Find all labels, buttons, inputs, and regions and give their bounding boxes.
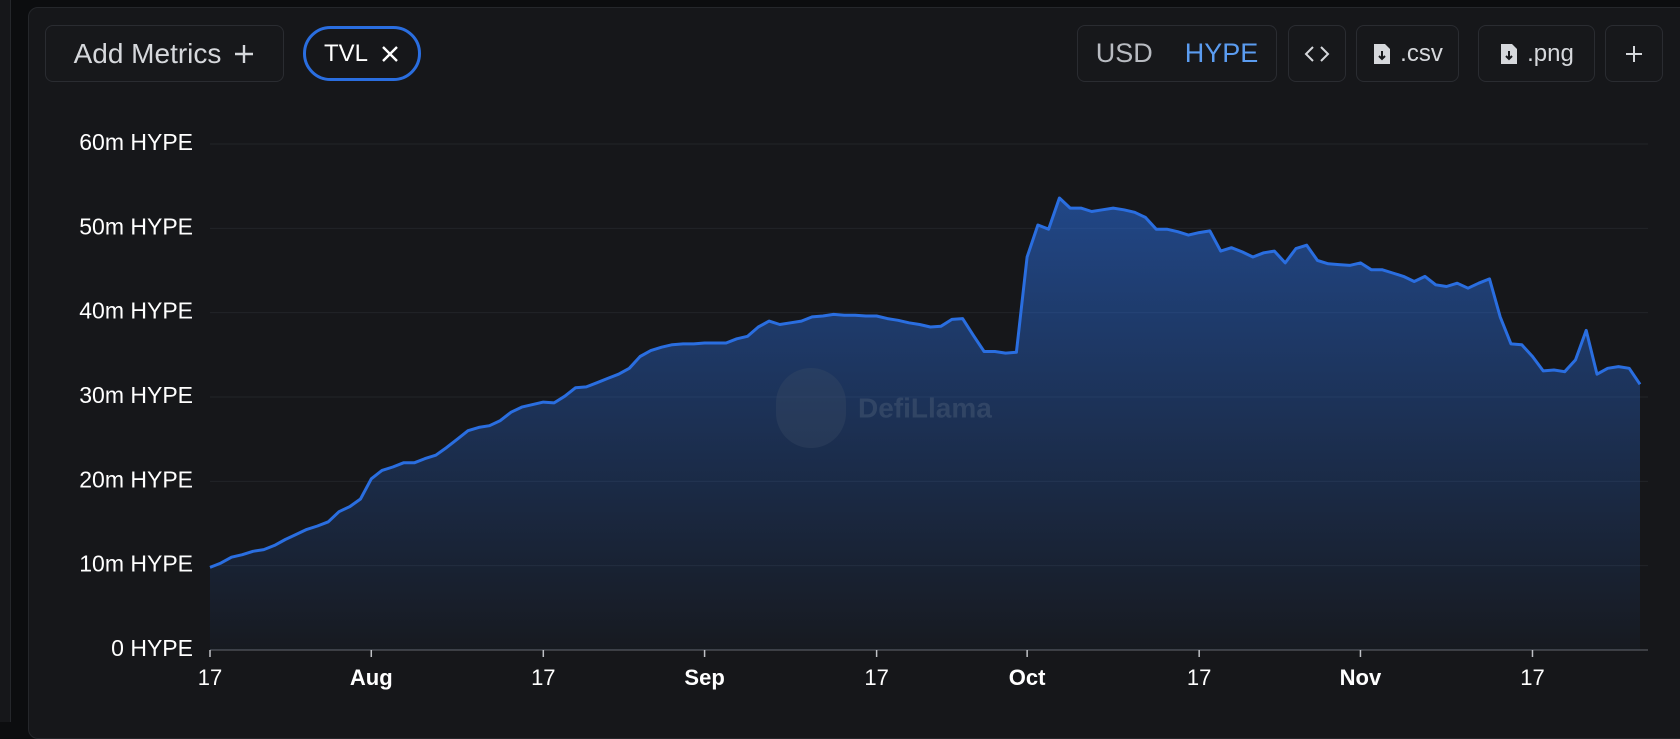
currency-option[interactable]: HYPE	[1184, 38, 1259, 68]
png-label: .png	[1527, 39, 1574, 67]
currency-option[interactable]: USD	[1095, 38, 1153, 68]
more-button[interactable]	[1605, 25, 1663, 82]
sidebar-edge	[0, 0, 11, 722]
csv-label: .csv	[1400, 39, 1443, 67]
plus-icon	[1626, 45, 1642, 62]
code-icon	[1304, 45, 1330, 62]
add-metrics-button[interactable]: Add Metrics	[45, 25, 284, 82]
chart-panel	[28, 7, 1680, 739]
metric-chip[interactable]: TVL	[303, 26, 421, 81]
embed-button[interactable]	[1288, 25, 1346, 82]
csv-button[interactable]: .csv	[1356, 25, 1459, 82]
currency-toggle: USD HYPE	[1077, 25, 1277, 82]
close-icon	[382, 45, 398, 62]
png-button[interactable]: .png	[1478, 25, 1595, 82]
metric-label: TVL	[323, 39, 368, 67]
file-icon	[1501, 43, 1518, 64]
plus-icon	[235, 44, 254, 63]
file-icon	[1374, 43, 1391, 64]
add-metrics-label: Add Metrics	[73, 37, 222, 69]
